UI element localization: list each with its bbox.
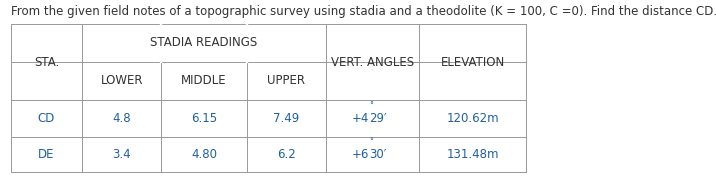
Text: 6.15: 6.15 [191, 112, 217, 125]
Text: DE: DE [38, 148, 55, 161]
Text: STADIA READINGS: STADIA READINGS [150, 37, 258, 49]
Text: +6: +6 [352, 148, 369, 161]
Text: 3.4: 3.4 [112, 148, 131, 161]
Text: MIDDLE: MIDDLE [181, 74, 227, 88]
Text: 29′: 29′ [369, 112, 387, 125]
Text: LOWER: LOWER [100, 74, 143, 88]
Text: CD: CD [38, 112, 55, 125]
Text: 30′: 30′ [369, 148, 387, 161]
Text: UPPER: UPPER [267, 74, 306, 88]
Text: +4: +4 [352, 112, 369, 125]
Text: ELEVATION: ELEVATION [440, 56, 505, 69]
Text: 4.80: 4.80 [191, 148, 217, 161]
Text: 4.8: 4.8 [112, 112, 131, 125]
Text: 131.48m: 131.48m [446, 148, 499, 161]
Text: VERT. ANGLES: VERT. ANGLES [331, 56, 414, 69]
Text: °: ° [369, 101, 373, 111]
Text: 6.2: 6.2 [277, 148, 296, 161]
Text: From the given field notes of a topographic survey using stadia and a theodolite: From the given field notes of a topograp… [11, 5, 716, 18]
Text: 120.62m: 120.62m [446, 112, 499, 125]
Text: °: ° [369, 137, 373, 146]
Text: STA.: STA. [34, 56, 59, 69]
Text: 7.49: 7.49 [274, 112, 299, 125]
